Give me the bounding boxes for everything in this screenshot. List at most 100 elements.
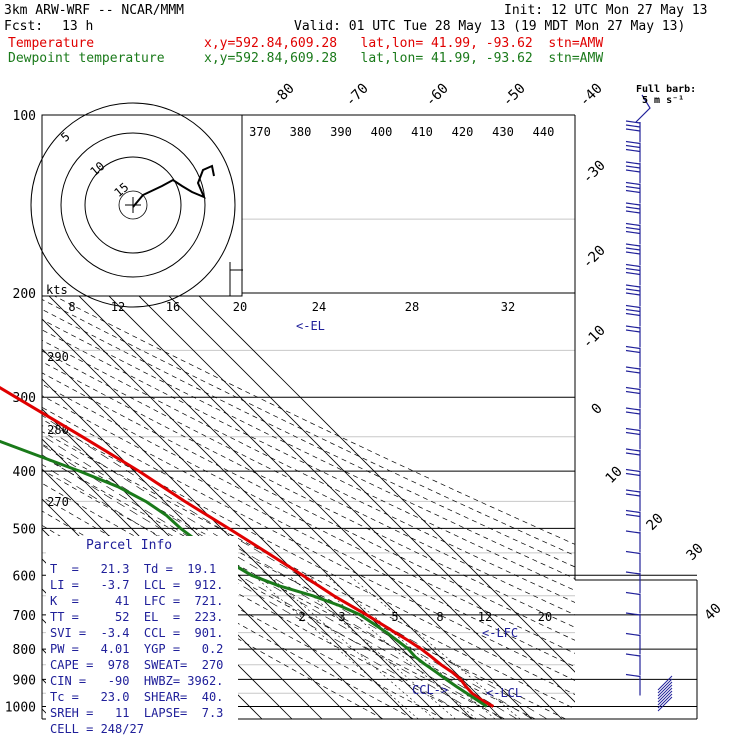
isotherm-label: 0: [589, 401, 606, 418]
dewpoint-location: x,y=592.84,609.28 lat,lon= 41.99, -93.62…: [204, 51, 604, 66]
wind-barb-flag: [625, 169, 641, 173]
pressure-tick-label: 1000: [5, 700, 36, 715]
mixing-ratio-label: 2: [298, 610, 305, 624]
isotherm-label: -70: [343, 81, 372, 110]
theta-label: 410: [411, 125, 433, 139]
parcel-row: K = 41 LFC = 721.: [50, 594, 224, 608]
theta-label: 420: [452, 125, 474, 139]
valid-time: Valid: 01 UTC Tue 28 May 13 (19 MDT Mon …: [294, 19, 686, 34]
wind-barb-flag: [625, 571, 641, 575]
wind-barb-flag: [625, 292, 641, 296]
wind-barb-flag: [625, 493, 641, 497]
mixing-ratio-label: 20: [538, 610, 552, 624]
wind-barb-flag: [625, 411, 641, 415]
isotherm-label: 40: [702, 601, 725, 624]
wind-barb-flag: [625, 202, 641, 206]
mixing-ratio-line: [325, 575, 496, 719]
wind-barb-flag: [625, 509, 641, 514]
wind-barb-flag: [625, 181, 641, 186]
wind-barb-flag: [625, 452, 641, 456]
mixing-ratio-line: [348, 575, 521, 719]
wind-barb-flag: [625, 312, 641, 317]
hodograph-ring: [30, 102, 236, 308]
hodograph-ring: [118, 190, 148, 220]
wind-barb-flag: [625, 345, 641, 350]
theta-label: 380: [290, 125, 312, 139]
parcel-row: CELL = 248/27: [50, 722, 144, 736]
wind-barb-flag: [625, 185, 641, 190]
dry-adiabat: [42, 406, 575, 681]
pressure-tick-label: 300: [13, 391, 36, 406]
parcel-row: LI = -3.7 LCL = 912.: [50, 578, 224, 592]
wind-barb-flag: [625, 632, 641, 637]
dry-adiabat: [42, 443, 566, 719]
wind-barb-flag: [625, 550, 641, 555]
isotherm-label: -60: [423, 81, 452, 110]
wind-barb-flag: [625, 468, 641, 473]
mixing-ratio-label: 5: [391, 610, 398, 624]
fcst-label: Fcst:: [4, 19, 44, 34]
wind-barb-flag: [625, 513, 641, 518]
wind-barb-flag: [625, 653, 641, 657]
wind-barb-flag: [625, 144, 641, 149]
hodograph-ring: [84, 156, 182, 254]
mixing-ratio-label: 16: [166, 300, 180, 314]
theta-side-label: 270: [47, 495, 69, 509]
parcel-row: CAPE = 978 SWEAT= 270: [50, 658, 224, 672]
isotherm: [42, 228, 533, 719]
wind-barb-flag: [625, 366, 641, 370]
wind-barb-flag: [625, 226, 641, 231]
temperature-profile: [0, 386, 495, 708]
isotherm-label: 30: [684, 541, 707, 564]
pressure-tick-label: 400: [13, 465, 36, 480]
wind-barb-flag: [625, 161, 641, 165]
isotherm: [42, 348, 413, 719]
wind-barb-flag: [625, 165, 641, 169]
barb-note-units: 5 m s⁻¹: [642, 95, 685, 106]
mixing-ratio-label: 8: [68, 300, 75, 314]
wind-barb-flag: [625, 407, 641, 411]
hodograph-units: kts: [46, 283, 68, 297]
wind-barb-flag: [625, 304, 641, 309]
isotherm-label: -80: [269, 81, 298, 110]
wind-barb-flag: [625, 329, 641, 333]
parcel-row: SREH = 11 LAPSE= 7.3: [50, 706, 224, 720]
parcel-row: T = 21.3 Td = 19.1: [50, 562, 217, 576]
wind-barb-flag: [625, 427, 641, 432]
hodograph-trace: [132, 164, 215, 208]
wind-barb-flag: [625, 189, 641, 194]
pressure-tick-label: 700: [13, 609, 36, 624]
isotherm: [42, 378, 383, 719]
wind-barb-flag: [625, 243, 641, 247]
wind-barb-flag: [625, 448, 641, 452]
mixing-ratio-label: 24: [312, 300, 326, 314]
isotherm: [42, 258, 503, 719]
wind-barb-low: [657, 681, 673, 697]
parcel-row: SVI = -3.4 CCL = 901.: [50, 626, 224, 640]
dry-adiabat: [42, 339, 575, 603]
theta-label: 400: [371, 125, 393, 139]
parcel-row: TT = 52 EL = 223.: [50, 610, 224, 624]
moist-adiabat: [42, 444, 503, 719]
wind-barb-low: [657, 675, 673, 691]
wind-barb-flag: [625, 370, 641, 374]
moist-adiabat: [42, 454, 488, 719]
wind-barb-flag: [625, 210, 641, 214]
wind-barb-low: [657, 696, 673, 712]
dry-adiabat: [42, 469, 505, 719]
moist-adiabat: [42, 434, 518, 719]
wind-barb-flag: [625, 222, 641, 227]
isotherm-label: 20: [644, 511, 667, 534]
wind-barb-flag: [625, 591, 641, 596]
pressure-tick-label: 200: [13, 287, 36, 302]
isotherm-label: -40: [577, 81, 606, 110]
wind-barb-flag: [625, 284, 641, 288]
wind-barb-low: [657, 684, 673, 700]
wind-barb-low: [657, 690, 673, 706]
wind-barb-flag: [625, 140, 641, 145]
mixing-ratio-label: 8: [436, 610, 443, 624]
mixing-ratio-line: [307, 575, 477, 719]
parcel-row: CIN = -90 HWBZ= 3962.: [50, 674, 224, 688]
pressure-tick-label: 800: [13, 643, 36, 658]
isotherm-label: -50: [500, 81, 529, 110]
